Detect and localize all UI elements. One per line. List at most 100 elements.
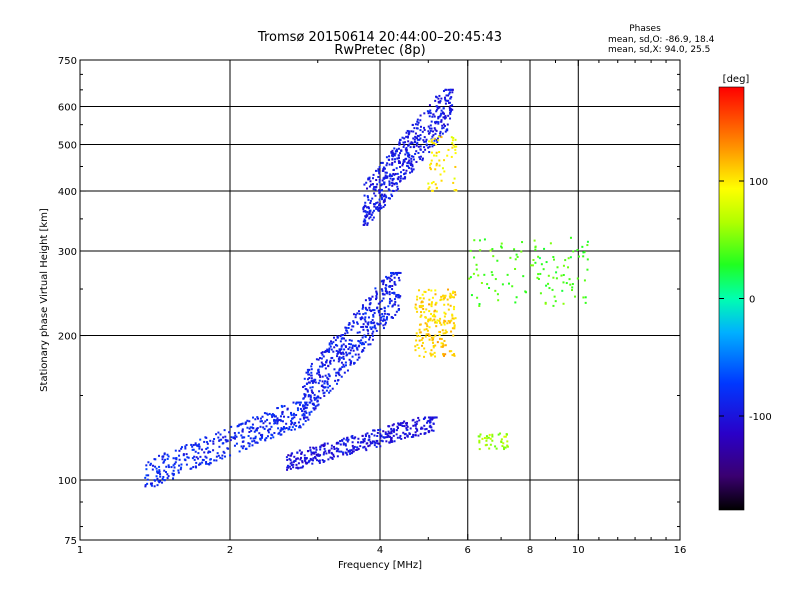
echo-point	[387, 305, 390, 308]
echo-point	[394, 158, 397, 161]
echo-point	[396, 172, 399, 175]
echo-point	[289, 462, 292, 465]
echo-point	[434, 315, 437, 318]
echo-point	[238, 450, 241, 453]
echo-point	[253, 439, 256, 442]
echo-point	[401, 162, 404, 165]
echo-point	[345, 438, 348, 441]
echo-point	[338, 356, 341, 359]
echo-point	[300, 451, 303, 454]
echo-point	[515, 296, 518, 299]
echo-point	[506, 445, 509, 448]
echo-point	[195, 461, 198, 464]
echo-point	[346, 440, 349, 443]
echo-point	[289, 467, 292, 470]
echo-point	[250, 426, 253, 429]
echo-point	[296, 401, 299, 404]
echo-point	[392, 429, 395, 432]
echo-point	[318, 365, 321, 368]
echo-point	[428, 163, 431, 166]
echo-point	[404, 157, 407, 160]
echo-point	[320, 361, 323, 364]
echo-point	[388, 183, 391, 186]
echo-point	[308, 413, 311, 416]
echo-point	[434, 293, 437, 296]
echo-point	[290, 428, 293, 431]
echo-point	[241, 428, 244, 431]
echo-point	[444, 344, 447, 347]
echo-point	[226, 440, 229, 443]
echo-point	[328, 350, 331, 353]
echo-point	[396, 436, 399, 439]
echo-point	[310, 380, 313, 383]
echo-point	[545, 284, 548, 287]
echo-point	[429, 112, 432, 115]
echo-point	[391, 316, 394, 319]
echo-point	[380, 435, 383, 438]
y-tick-label: 300	[58, 247, 77, 258]
echo-point	[318, 461, 321, 464]
echo-point	[429, 166, 432, 169]
echo-point	[395, 272, 398, 275]
echo-point	[427, 187, 430, 190]
echo-point	[348, 321, 351, 324]
echo-point	[377, 302, 380, 305]
echo-point	[324, 367, 327, 370]
echo-point	[403, 160, 406, 163]
echo-point	[327, 378, 330, 381]
echo-point	[452, 292, 455, 295]
y-axis-label: Stationary phase Virtual Height [km]	[39, 208, 50, 392]
echo-point	[533, 239, 536, 242]
echo-point	[313, 408, 316, 411]
echo-point	[376, 439, 379, 442]
echo-point	[452, 290, 455, 293]
echo-point	[325, 389, 328, 392]
echo-point	[365, 213, 368, 216]
echo-point	[421, 304, 424, 307]
echo-point	[409, 427, 412, 430]
echo-point	[254, 429, 257, 432]
echo-point	[279, 429, 282, 432]
echo-point	[437, 121, 440, 124]
echo-point	[158, 465, 161, 468]
echo-point	[421, 427, 424, 430]
echo-point	[185, 453, 188, 456]
echo-point	[144, 485, 147, 488]
echo-point	[366, 187, 369, 190]
echo-point	[506, 440, 509, 443]
echo-point	[326, 442, 329, 445]
echo-point	[447, 303, 450, 306]
echo-point	[346, 436, 349, 439]
echo-point	[362, 313, 365, 316]
echo-point	[263, 427, 266, 430]
echo-point	[357, 339, 360, 342]
echo-point	[242, 445, 245, 448]
echo-point	[296, 407, 299, 410]
echo-point	[350, 449, 353, 452]
echo-point	[180, 447, 183, 450]
echo-point	[434, 289, 437, 292]
echo-point	[305, 401, 308, 404]
echo-point	[451, 327, 454, 330]
echo-point	[385, 290, 388, 293]
echo-point	[385, 288, 388, 291]
echo-point	[267, 431, 270, 434]
echo-point	[388, 180, 391, 183]
echo-point	[320, 357, 323, 360]
echo-point	[347, 323, 350, 326]
echo-point	[413, 145, 416, 148]
echo-point	[379, 322, 382, 325]
echo-point	[145, 468, 148, 471]
echo-point	[442, 332, 445, 335]
echo-point	[393, 182, 396, 185]
echo-point	[163, 460, 166, 463]
echo-point	[301, 409, 304, 412]
echo-point	[420, 314, 423, 317]
echo-point	[430, 301, 433, 304]
echo-point	[453, 325, 456, 328]
echo-point	[422, 139, 425, 142]
echo-point	[395, 429, 398, 432]
echo-point	[426, 329, 429, 332]
echo-point	[373, 309, 376, 312]
echo-point	[162, 461, 165, 464]
